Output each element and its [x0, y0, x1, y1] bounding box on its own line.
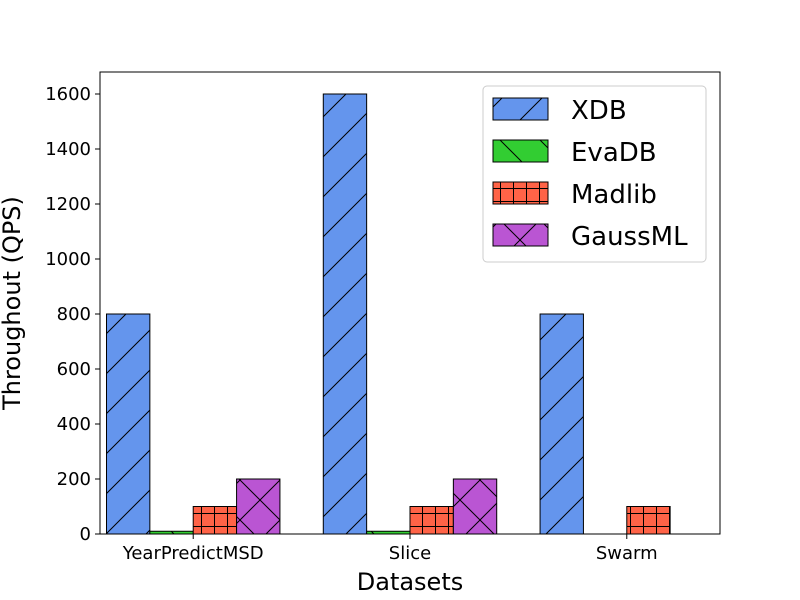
- x-axis-ticks: YearPredictMSD Slice Swarm: [122, 534, 658, 564]
- bars-group: [106, 93, 671, 535]
- legend-label-xdb: XDB: [571, 96, 627, 126]
- y-axis-ticks: 0 200 400 600 800 1000 1200 1400 1600: [45, 84, 100, 545]
- bar-gaussml-yearpredictmsd-hatch: [236, 478, 281, 535]
- legend-swatch-hatch-gaussml: [492, 223, 549, 247]
- bar-gaussml-slice-hatch: [452, 478, 498, 535]
- y-tick-label: 1400: [45, 139, 91, 160]
- legend-swatch-hatch-xdb: [492, 97, 549, 121]
- legend-label-evadb: EvaDB: [571, 138, 657, 168]
- bar-xdb-yearpredictmsd-hatch: [106, 313, 151, 535]
- legend-label-gaussml: GaussML: [571, 222, 688, 252]
- y-tick-label: 600: [57, 359, 91, 380]
- bar-xdb-slice-hatch: [322, 93, 368, 535]
- y-tick-label: 800: [57, 304, 91, 325]
- x-tick-label: Swarm: [596, 543, 658, 564]
- x-tick-label: Slice: [389, 543, 431, 564]
- y-tick-label: 400: [57, 414, 91, 435]
- bar-madlib-yearpredictmsd-hatch: [192, 506, 238, 535]
- plot-frame: [99, 71, 721, 535]
- legend: XDB EvaDB Madlib GaussML: [482, 85, 707, 263]
- y-tick-label: 0: [80, 524, 91, 545]
- y-tick-label: 1600: [45, 84, 91, 105]
- y-tick-label: 1200: [45, 194, 91, 215]
- y-axis-label: Throughout (QPS): [0, 196, 26, 411]
- x-tick-label: YearPredictMSD: [122, 543, 264, 564]
- legend-swatch-hatch-madlib: [492, 181, 549, 205]
- legend-label-madlib: Madlib: [571, 180, 657, 210]
- bar-xdb-swarm-hatch: [539, 313, 584, 535]
- y-tick-label: 1000: [45, 249, 91, 270]
- legend-frame: [482, 85, 707, 263]
- bar-madlib-swarm-hatch: [626, 506, 671, 535]
- bar-madlib-slice-hatch: [409, 506, 454, 535]
- y-tick-label: 200: [57, 469, 91, 490]
- x-axis-label: Datasets: [357, 568, 464, 596]
- legend-swatch-hatch-evadb: [492, 139, 549, 163]
